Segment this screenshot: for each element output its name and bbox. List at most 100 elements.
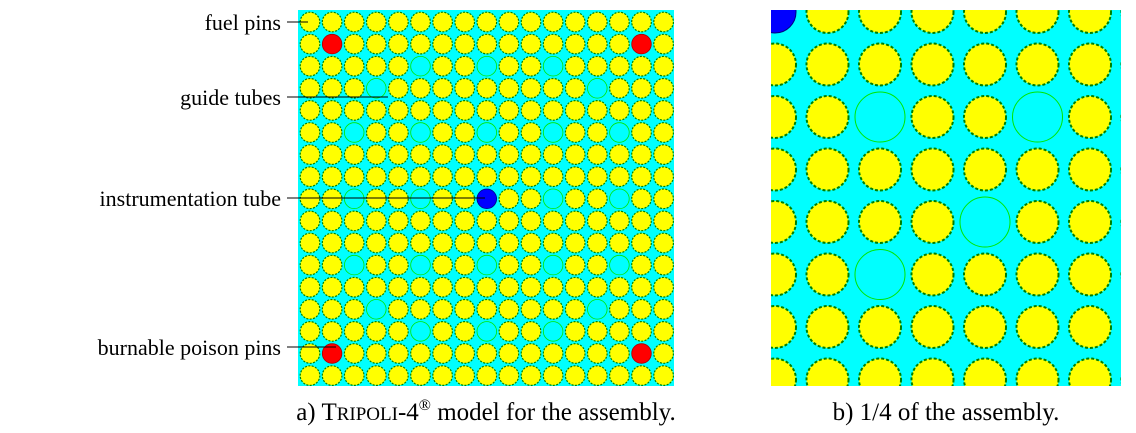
fuel-pin — [344, 211, 364, 231]
fuel-pin — [344, 277, 364, 297]
fuel-pin — [1017, 201, 1059, 243]
fuel-pin — [610, 12, 630, 32]
fuel-pin — [565, 300, 585, 320]
fuel-pin — [367, 189, 387, 209]
guide-tube — [855, 250, 905, 300]
fuel-pin — [499, 145, 519, 165]
fuel-pin — [632, 12, 652, 32]
fuel-pin — [499, 12, 519, 32]
fuel-pin — [1122, 96, 1136, 138]
fuel-pin — [588, 34, 608, 54]
fuel-pin — [610, 34, 630, 54]
fuel-pin — [411, 34, 431, 54]
burnable-poison-pin — [632, 34, 652, 54]
fuel-pin — [455, 79, 475, 99]
fuel-pin — [610, 167, 630, 187]
caption-a: a) TRIPOLI-4® model for the assembly. — [296, 397, 676, 426]
fuel-pin — [521, 233, 541, 253]
fuel-pin — [367, 167, 387, 187]
fuel-pin — [344, 79, 364, 99]
fuel-pin — [477, 366, 497, 386]
fuel-pin — [521, 145, 541, 165]
fuel-pin — [322, 12, 342, 32]
fuel-pin — [565, 233, 585, 253]
fuel-pin — [632, 189, 652, 209]
fuel-pin — [588, 12, 608, 32]
burnable-poison-pin — [632, 344, 652, 364]
fuel-pin — [632, 366, 652, 386]
guide-tube — [411, 123, 431, 143]
label-guide-tubes: guide tubes — [180, 85, 281, 110]
fuel-pin — [543, 233, 563, 253]
guide-tube — [1013, 92, 1063, 142]
fuel-pin — [300, 233, 320, 253]
fuel-pin — [300, 277, 320, 297]
fuel-pin — [499, 56, 519, 76]
fuel-pin — [455, 233, 475, 253]
fuel-pin — [300, 79, 320, 99]
fuel-pin — [411, 277, 431, 297]
fuel-pin — [322, 300, 342, 320]
fuel-pin — [654, 167, 674, 187]
fuel-pin — [588, 56, 608, 76]
fuel-pin — [433, 167, 453, 187]
fuel-pin — [477, 101, 497, 121]
fuel-pin — [610, 211, 630, 231]
fuel-pin — [632, 322, 652, 342]
fuel-pin — [754, 359, 796, 401]
fuel-pin — [565, 211, 585, 231]
fuel-pin — [322, 123, 342, 143]
fuel-pin — [1122, 44, 1136, 86]
fuel-pin — [654, 300, 674, 320]
fuel-pin — [367, 366, 387, 386]
fuel-pin — [754, 149, 796, 191]
fuel-pin — [433, 12, 453, 32]
fuel-pin — [964, 44, 1006, 86]
fuel-pin — [543, 12, 563, 32]
fuel-pin — [565, 322, 585, 342]
fuel-pin — [322, 189, 342, 209]
fuel-pin — [912, 44, 954, 86]
fuel-pin — [1069, 44, 1111, 86]
fuel-pin — [1069, 306, 1111, 348]
fuel-pin — [632, 79, 652, 99]
caption-b: b) 1/4 of the assembly. — [833, 399, 1060, 426]
fuel-pin — [1069, 149, 1111, 191]
fuel-pin — [344, 344, 364, 364]
fuel-pin — [632, 233, 652, 253]
fuel-pin — [754, 306, 796, 348]
fuel-pin — [807, 149, 849, 191]
fuel-pin — [654, 123, 674, 143]
fuel-pin — [521, 123, 541, 143]
fuel-pin — [964, 359, 1006, 401]
burnable-poison-pin — [322, 34, 342, 54]
fuel-pin — [521, 366, 541, 386]
fuel-pin — [610, 277, 630, 297]
fuel-pin — [477, 277, 497, 297]
fuel-pin — [322, 366, 342, 386]
fuel-pin — [521, 255, 541, 275]
fuel-pin — [367, 211, 387, 231]
guide-tube — [411, 56, 431, 76]
fuel-pin — [499, 344, 519, 364]
fuel-pin — [610, 300, 630, 320]
fuel-pin — [807, 44, 849, 86]
guide-tube — [588, 300, 608, 320]
label-burnable-poison-pins: burnable poison pins — [98, 335, 281, 360]
fuel-pin — [367, 56, 387, 76]
fuel-pin — [565, 255, 585, 275]
fuel-pin — [1122, 0, 1136, 33]
fuel-pin — [565, 101, 585, 121]
fuel-pin — [477, 167, 497, 187]
fuel-pin — [433, 344, 453, 364]
fuel-pin — [499, 255, 519, 275]
fuel-pin — [367, 145, 387, 165]
fuel-pin — [411, 79, 431, 99]
guide-tube — [543, 56, 563, 76]
guide-tube — [411, 322, 431, 342]
guide-tube — [960, 197, 1010, 247]
fuel-pin — [433, 145, 453, 165]
fuel-pin — [565, 145, 585, 165]
fuel-pin — [477, 300, 497, 320]
